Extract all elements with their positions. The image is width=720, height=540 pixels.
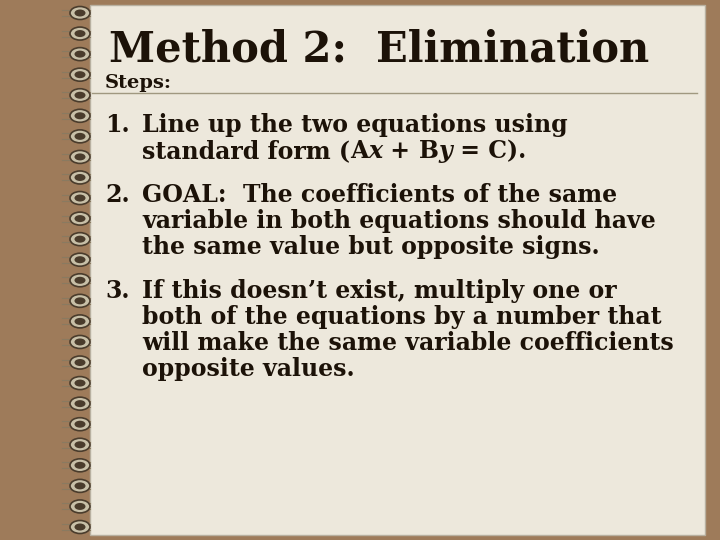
Text: x: x — [369, 139, 382, 163]
Ellipse shape — [70, 27, 90, 40]
Ellipse shape — [74, 215, 86, 222]
Ellipse shape — [70, 130, 90, 143]
Text: standard form (: standard form ( — [142, 139, 350, 163]
Ellipse shape — [70, 521, 90, 534]
Ellipse shape — [74, 359, 86, 366]
Ellipse shape — [74, 133, 86, 140]
Ellipse shape — [74, 503, 86, 510]
Ellipse shape — [74, 277, 86, 284]
Ellipse shape — [74, 174, 86, 181]
Ellipse shape — [74, 30, 86, 37]
Text: opposite values.: opposite values. — [142, 357, 355, 381]
Ellipse shape — [70, 253, 90, 266]
Ellipse shape — [74, 51, 86, 58]
Text: 2.: 2. — [105, 183, 130, 207]
Text: A: A — [350, 139, 369, 163]
Ellipse shape — [70, 294, 90, 307]
Ellipse shape — [70, 376, 90, 389]
Ellipse shape — [70, 109, 90, 122]
Text: If this doesn’t exist, multiply one or: If this doesn’t exist, multiply one or — [142, 279, 616, 303]
Ellipse shape — [70, 335, 90, 348]
Text: 1.: 1. — [105, 113, 130, 137]
Ellipse shape — [74, 256, 86, 263]
Ellipse shape — [70, 48, 90, 60]
Ellipse shape — [74, 298, 86, 305]
Text: Method 2:  Elimination: Method 2: Elimination — [109, 29, 649, 71]
Ellipse shape — [74, 339, 86, 346]
Text: 3.: 3. — [105, 279, 130, 303]
Ellipse shape — [74, 112, 86, 119]
Text: Steps:: Steps: — [105, 74, 172, 92]
Ellipse shape — [70, 68, 90, 81]
Text: GOAL:  The coefficients of the same: GOAL: The coefficients of the same — [142, 183, 617, 207]
Ellipse shape — [70, 274, 90, 287]
Ellipse shape — [74, 10, 86, 17]
Ellipse shape — [70, 418, 90, 431]
Text: the same value but opposite signs.: the same value but opposite signs. — [142, 235, 600, 259]
Ellipse shape — [74, 482, 86, 489]
Ellipse shape — [74, 462, 86, 469]
Ellipse shape — [74, 400, 86, 407]
Ellipse shape — [70, 151, 90, 164]
Text: = C).: = C). — [452, 139, 526, 163]
Ellipse shape — [70, 459, 90, 472]
FancyBboxPatch shape — [90, 5, 705, 535]
Ellipse shape — [70, 397, 90, 410]
Ellipse shape — [74, 92, 86, 99]
Ellipse shape — [70, 315, 90, 328]
Ellipse shape — [74, 380, 86, 387]
Ellipse shape — [74, 441, 86, 448]
Ellipse shape — [70, 89, 90, 102]
Text: +: + — [382, 139, 419, 163]
Text: y: y — [438, 139, 452, 163]
Text: B: B — [419, 139, 438, 163]
Ellipse shape — [70, 480, 90, 492]
Ellipse shape — [74, 523, 86, 530]
Text: Line up the two equations using: Line up the two equations using — [142, 113, 567, 137]
Ellipse shape — [74, 318, 86, 325]
Ellipse shape — [70, 192, 90, 205]
Ellipse shape — [70, 6, 90, 19]
Ellipse shape — [70, 171, 90, 184]
Text: both of the equations by a number that: both of the equations by a number that — [142, 305, 662, 329]
Ellipse shape — [74, 194, 86, 201]
Ellipse shape — [70, 438, 90, 451]
Ellipse shape — [70, 356, 90, 369]
Ellipse shape — [70, 212, 90, 225]
Text: will make the same variable coefficients: will make the same variable coefficients — [142, 331, 674, 355]
Ellipse shape — [74, 235, 86, 242]
Ellipse shape — [74, 71, 86, 78]
Text: variable in both equations should have: variable in both equations should have — [142, 209, 656, 233]
Ellipse shape — [74, 421, 86, 428]
Ellipse shape — [70, 500, 90, 513]
Ellipse shape — [74, 153, 86, 160]
Ellipse shape — [70, 233, 90, 246]
